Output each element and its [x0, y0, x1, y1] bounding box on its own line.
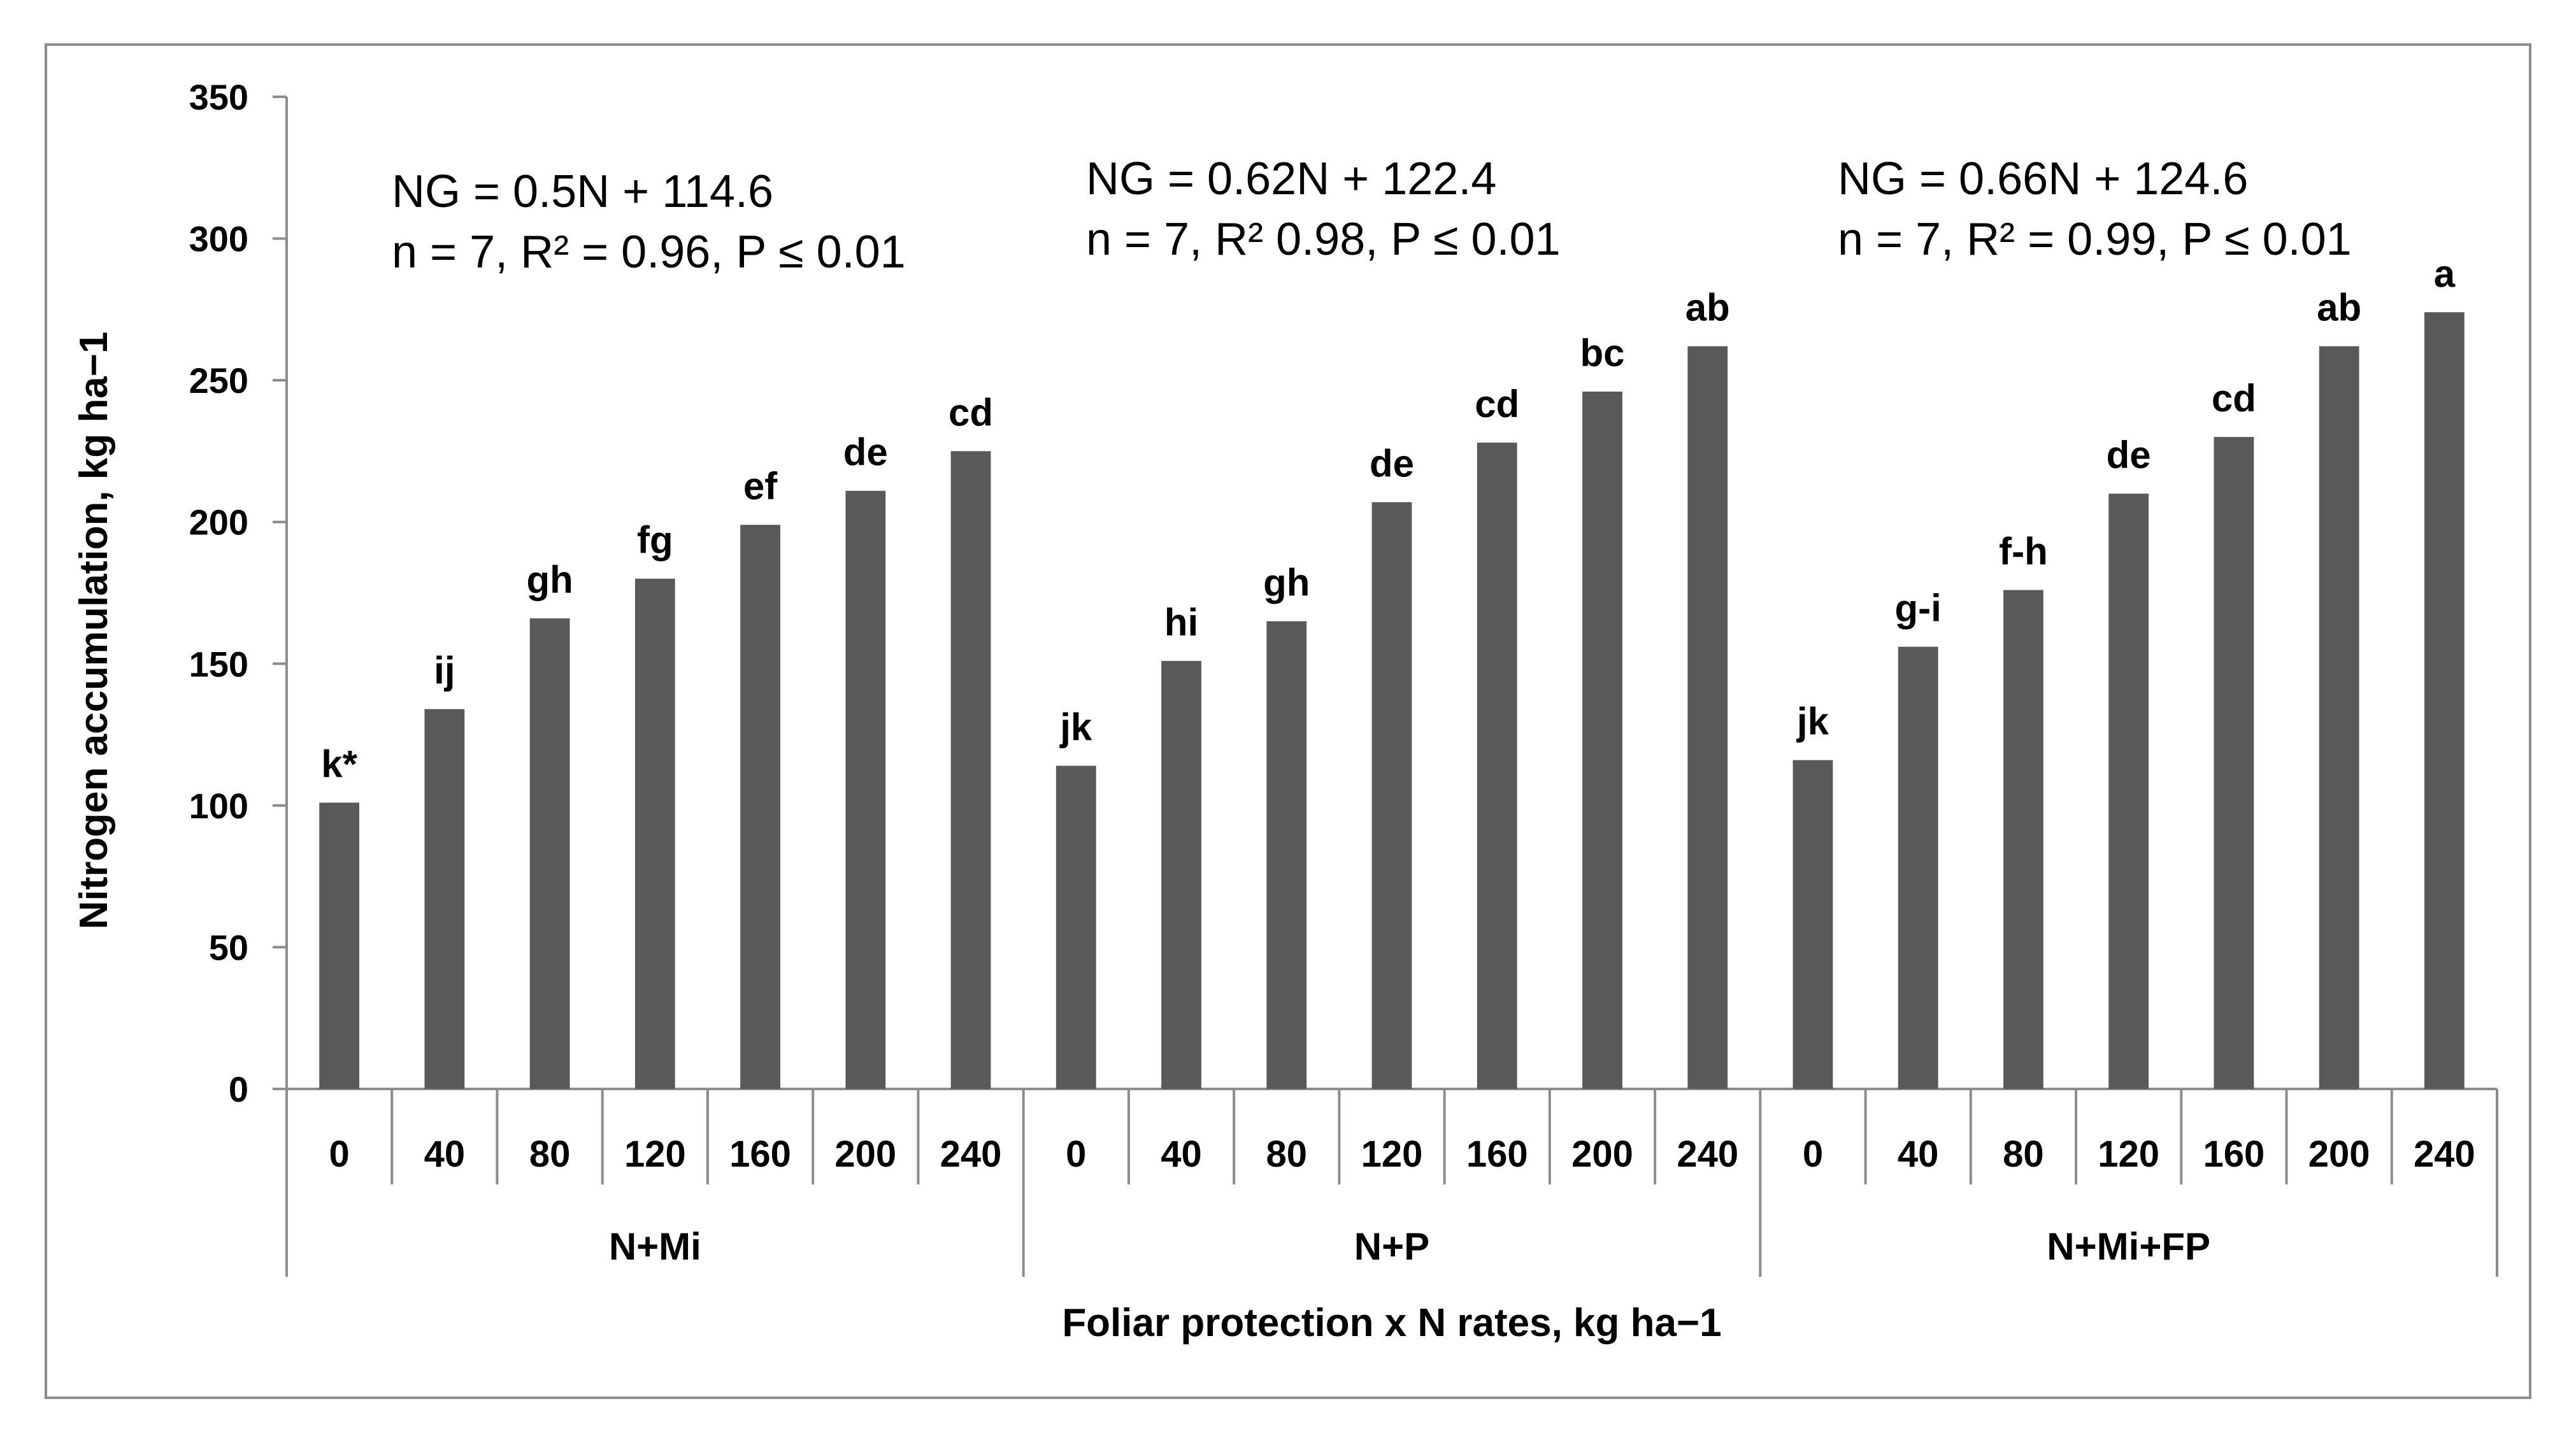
- x-tick-label: 40: [1161, 1134, 1202, 1175]
- y-tick-label: 200: [189, 502, 248, 543]
- regression-stats: n = 7, R² = 0.96, P ≤ 0.01: [392, 227, 906, 278]
- x-tick-label: 200: [1571, 1134, 1633, 1175]
- regression-equation: NG = 0.5N + 114.6: [392, 166, 773, 217]
- y-tick-label: 0: [229, 1069, 248, 1109]
- x-tick-label: 40: [424, 1134, 466, 1175]
- x-tick-label: 40: [1898, 1134, 1939, 1175]
- bar: [1792, 760, 1833, 1089]
- x-tick-label: 0: [1803, 1134, 1823, 1175]
- bar: [319, 802, 360, 1089]
- bar-significance-label: cd: [2212, 377, 2256, 420]
- bar-significance-label: fg: [637, 519, 673, 562]
- bar: [1055, 765, 1096, 1089]
- bar: [1371, 502, 1412, 1089]
- regression-equation: NG = 0.66N + 124.6: [1838, 153, 2248, 204]
- bar: [1687, 346, 1728, 1089]
- bar: [740, 525, 780, 1089]
- x-tick-label: 0: [329, 1134, 349, 1175]
- y-tick-label: 350: [189, 77, 248, 117]
- bar: [2319, 346, 2359, 1089]
- x-tick-label: 120: [1361, 1134, 1423, 1175]
- group-label: N+Mi+FP: [2047, 1225, 2210, 1268]
- x-tick-label: 80: [1266, 1134, 1308, 1175]
- bar-significance-label: hi: [1164, 601, 1198, 644]
- y-tick-label: 100: [189, 786, 248, 826]
- labels: 0 50 100 150 200 250 300 350 k* 0 ij 40 gh 80 fg 120 ef 1…: [189, 77, 2475, 1268]
- bar: [950, 451, 991, 1089]
- bar: [2424, 312, 2465, 1089]
- x-tick-label: 80: [2003, 1134, 2044, 1175]
- x-tick-label: 200: [834, 1134, 896, 1175]
- bar-significance-label: g-i: [1895, 587, 1942, 630]
- bar: [2003, 590, 2043, 1089]
- bars: [319, 312, 2465, 1090]
- bar-significance-label: ab: [1685, 287, 1730, 329]
- bar: [1266, 621, 1307, 1089]
- bar-significance-label: ab: [2317, 287, 2361, 329]
- regression-equation: NG = 0.62N + 122.4: [1086, 153, 1496, 204]
- bar-significance-label: jk: [1059, 706, 1092, 749]
- x-tick-label: 0: [1066, 1134, 1086, 1175]
- bar: [1582, 391, 1622, 1090]
- regression-stats: n = 7, R² = 0.99, P ≤ 0.01: [1838, 214, 2352, 265]
- bar: [1161, 660, 1201, 1089]
- bar: [634, 578, 675, 1089]
- bar: [845, 490, 886, 1089]
- x-tick-label: 120: [2098, 1134, 2159, 1175]
- x-tick-label: 120: [624, 1134, 686, 1175]
- bar-significance-label: bc: [1580, 332, 1624, 374]
- bar-significance-label: jk: [1796, 700, 1829, 743]
- x-tick-label: 160: [1466, 1134, 1528, 1175]
- bar: [2214, 437, 2254, 1089]
- y-tick-label: 250: [189, 360, 248, 401]
- bar-significance-label: de: [843, 431, 888, 474]
- regression-stats: n = 7, R² 0.98, P ≤ 0.01: [1086, 214, 1561, 265]
- x-tick-label: 80: [529, 1134, 571, 1175]
- bar-significance-label: a: [2434, 252, 2456, 295]
- bar: [1477, 443, 1517, 1089]
- bar-significance-label: f-h: [1999, 530, 2048, 573]
- bar-significance-label: ef: [743, 465, 778, 508]
- bar-significance-label: de: [2107, 434, 2151, 476]
- bar: [2108, 494, 2149, 1089]
- bar: [424, 709, 465, 1089]
- bar-significance-label: gh: [526, 558, 573, 601]
- bar-significance-label: gh: [1263, 562, 1310, 604]
- y-tick-label: 300: [189, 219, 248, 259]
- bar-significance-label: k*: [321, 743, 357, 785]
- x-tick-label: 240: [2414, 1134, 2475, 1175]
- bar-significance-label: cd: [948, 391, 993, 434]
- x-tick-label: 160: [729, 1134, 791, 1175]
- y-tick-label: 150: [189, 644, 248, 684]
- x-tick-label: 200: [2308, 1134, 2370, 1175]
- group-label: N+Mi: [609, 1225, 701, 1268]
- x-tick-label: 240: [940, 1134, 1002, 1175]
- y-tick-label: 50: [209, 927, 248, 967]
- x-tick-label: 240: [1677, 1134, 1738, 1175]
- bar-significance-label: ij: [434, 650, 455, 692]
- bar: [529, 618, 570, 1089]
- x-axis-title: Foliar protection x N rates, kg ha−1: [1062, 1301, 1721, 1345]
- bar: [1898, 646, 1938, 1089]
- bar-significance-label: cd: [1475, 383, 1519, 425]
- x-tick-label: 160: [2203, 1134, 2265, 1175]
- group-label: N+P: [1354, 1225, 1429, 1268]
- y-axis-title: Nitrogen accumulation, kg ha−1: [72, 332, 116, 930]
- bar-significance-label: de: [1370, 443, 1414, 485]
